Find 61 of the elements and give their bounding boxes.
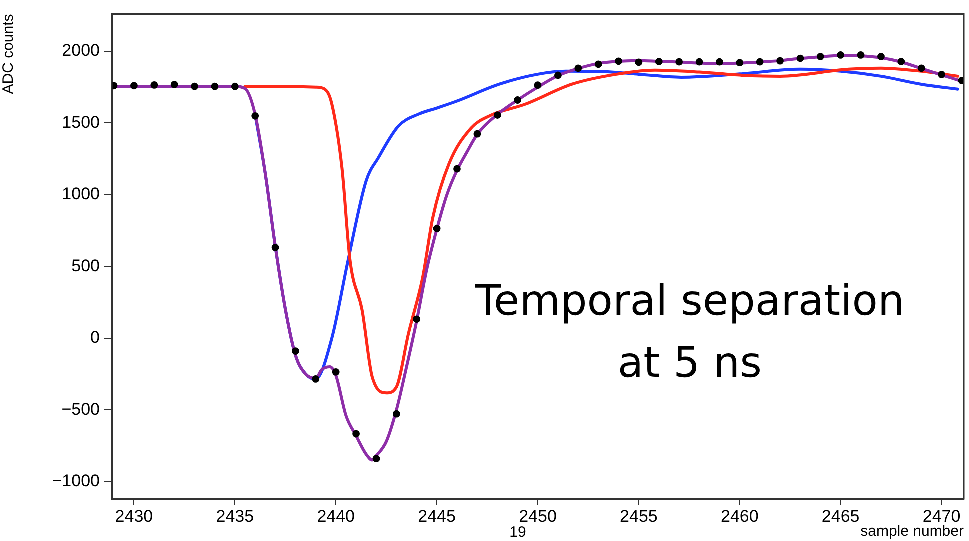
x-tick-label: 2450 [519, 506, 557, 526]
point [898, 58, 906, 66]
point [231, 82, 239, 90]
y-tick-label: −1000 [52, 471, 100, 490]
point [474, 130, 482, 138]
point [594, 60, 602, 68]
point [655, 58, 663, 66]
y-tick-label: 1500 [62, 112, 100, 132]
point [756, 58, 764, 66]
point [312, 376, 320, 383]
text: 19 [508, 524, 528, 541]
x-tick-label: 2460 [720, 506, 759, 526]
x-tick-label: 2445 [418, 506, 456, 526]
point [292, 348, 300, 355]
x-tick-label: 2440 [317, 506, 356, 526]
y-tick-label: 500 [72, 256, 100, 276]
point [372, 455, 380, 463]
x-tick-label: 2435 [216, 506, 254, 526]
point [494, 112, 502, 120]
point [352, 430, 360, 438]
x-tick-label: 2455 [620, 506, 658, 526]
point [918, 64, 926, 72]
point [878, 53, 885, 60]
point [534, 82, 542, 90]
point [635, 58, 643, 66]
point [252, 112, 260, 120]
x-axis-title: sample number [860, 523, 964, 540]
point [413, 316, 421, 324]
point [857, 52, 865, 59]
point [776, 57, 784, 65]
point [332, 368, 340, 376]
point [454, 165, 461, 173]
y-axis-title: ADC counts [0, 14, 18, 94]
point [796, 54, 804, 62]
y-tick-label: 2000 [62, 41, 100, 60]
point [615, 58, 622, 66]
point [514, 96, 522, 104]
y-tick-label: 1000 [62, 184, 100, 204]
point [170, 81, 178, 88]
x-tick-label: 2465 [822, 506, 860, 526]
point [716, 58, 724, 66]
x-tick-label: 2470 [922, 506, 961, 526]
point [736, 59, 744, 67]
point [130, 82, 138, 90]
y-tick-label: −500 [62, 400, 100, 419]
point [816, 53, 824, 60]
point [392, 410, 400, 418]
point [191, 82, 198, 90]
point [837, 52, 845, 59]
point [433, 225, 441, 232]
point [574, 64, 582, 72]
point [211, 82, 219, 90]
point [554, 72, 562, 80]
point [676, 58, 684, 66]
annotation: Temporal separation at 5 ns [474, 275, 906, 389]
point [272, 244, 280, 252]
point [150, 82, 158, 89]
point [696, 58, 704, 66]
y-tick-label: 0 [90, 328, 100, 348]
point [938, 71, 946, 78]
x-tick-label: 2430 [115, 506, 154, 526]
